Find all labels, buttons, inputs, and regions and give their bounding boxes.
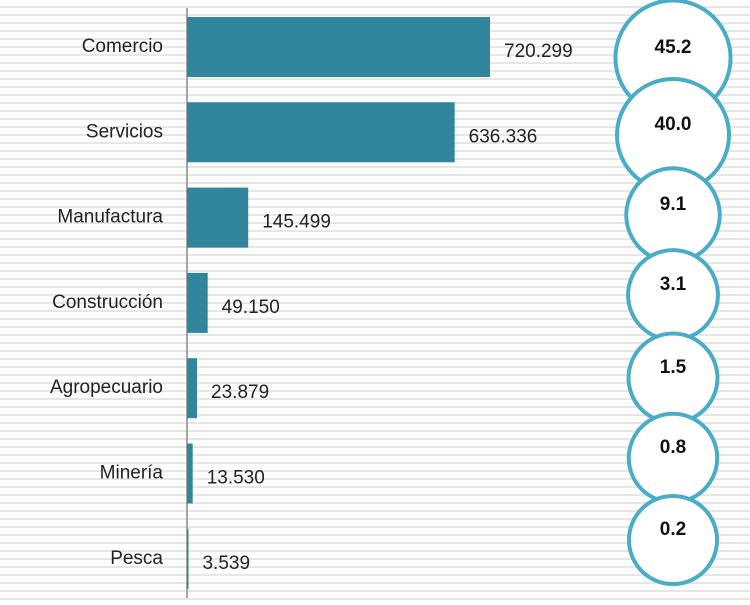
value-label: 13.530: [207, 468, 265, 489]
bar: [187, 528, 189, 589]
bar: [187, 187, 249, 248]
share-label: 0.2: [660, 519, 686, 540]
value-label: 145.499: [262, 212, 331, 233]
value-label: 23.879: [211, 382, 269, 403]
category-label: Pesca: [110, 548, 163, 569]
bar: [187, 358, 198, 419]
bar: [187, 102, 455, 163]
value-label: 49.150: [222, 297, 280, 318]
category-label: Construcción: [52, 292, 163, 313]
category-label: Agropecuario: [50, 377, 163, 398]
share-circle: [626, 493, 720, 587]
value-label: 720.299: [504, 41, 573, 62]
category-label: Servicios: [86, 121, 163, 142]
value-label: 3.539: [202, 553, 250, 574]
share-label: 45.2: [655, 37, 692, 58]
bar: [187, 443, 193, 504]
category-label: Comercio: [82, 36, 163, 57]
share-label: 40.0: [655, 114, 692, 135]
bar: [187, 272, 208, 333]
share-label: 9.1: [660, 194, 687, 215]
value-label: 636.336: [469, 126, 538, 147]
share-label: 0.8: [660, 437, 686, 458]
category-label: Manufactura: [57, 207, 163, 228]
share-label: 1.5: [660, 357, 687, 378]
bar: [187, 17, 490, 77]
share-label: 3.1: [660, 274, 687, 295]
category-label: Minería: [100, 463, 164, 484]
